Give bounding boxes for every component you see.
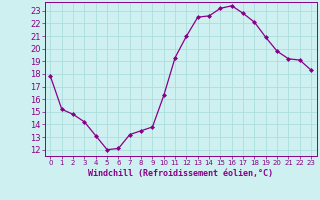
X-axis label: Windchill (Refroidissement éolien,°C): Windchill (Refroidissement éolien,°C) [88,169,273,178]
